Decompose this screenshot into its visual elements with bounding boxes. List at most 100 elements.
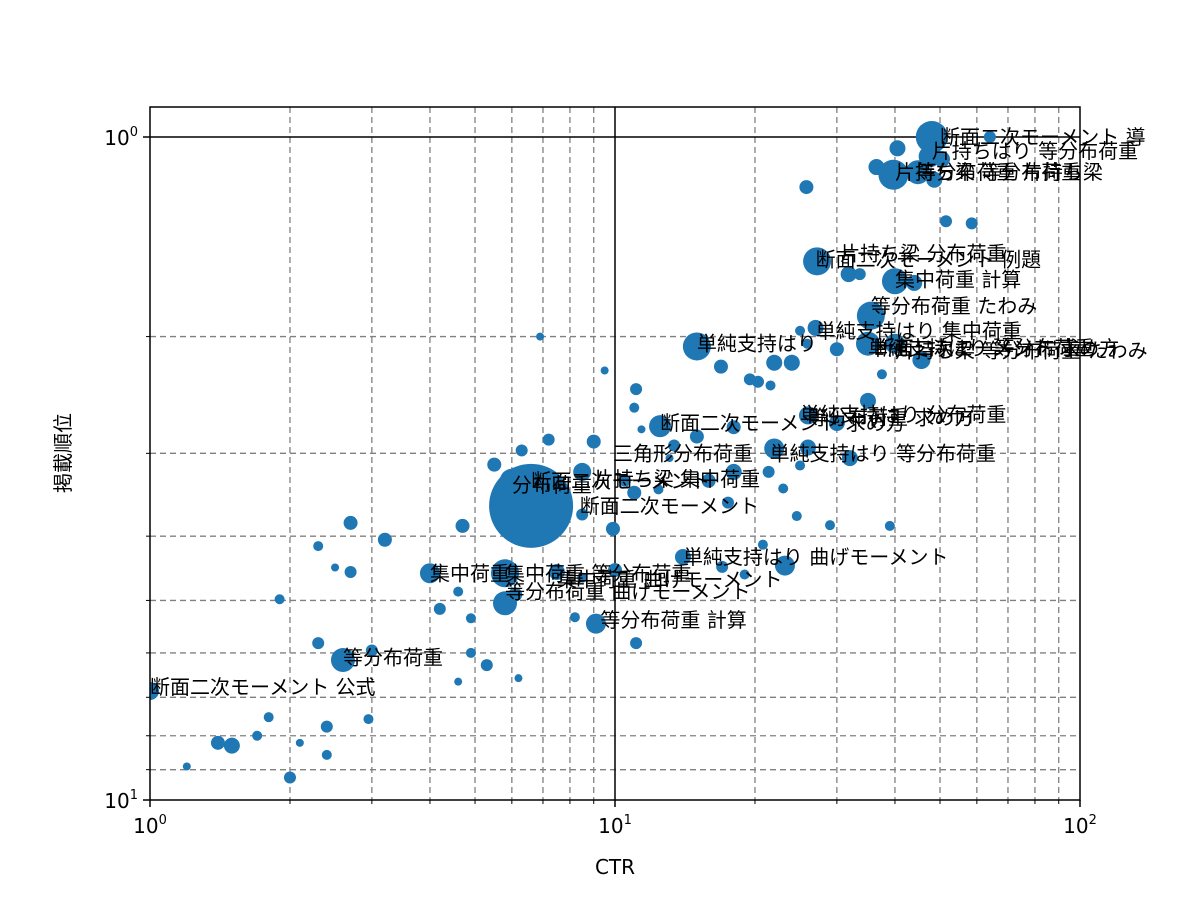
- data-point: [637, 425, 646, 434]
- data-point: [600, 366, 609, 375]
- data-point: [210, 735, 225, 750]
- data-point: [906, 274, 923, 291]
- data-point: [739, 569, 750, 580]
- data-point: [573, 462, 592, 481]
- data-point: [295, 738, 304, 747]
- data-point: [795, 460, 806, 471]
- point-annotation: 片持ち梁 等分布荷重 たわみ: [895, 339, 1148, 363]
- data-point: [876, 369, 887, 380]
- point-annotation: 単純支持はり 等分布荷重: [868, 336, 1094, 360]
- data-point: [881, 268, 908, 295]
- data-point: [934, 151, 951, 168]
- data-point: [252, 730, 263, 741]
- data-point: [912, 351, 931, 370]
- point-annotation: 断面二次モーメント: [531, 469, 710, 493]
- point-annotation: 集中荷重 等分布荷重: [505, 561, 691, 585]
- x-tick-labels: 100 101 102: [133, 813, 1097, 838]
- data-point: [765, 380, 776, 391]
- point-annotation: 単純支持はり 等分布荷重: [770, 441, 996, 465]
- data-point: [320, 720, 333, 733]
- data-point: [983, 131, 996, 143]
- data-point: [778, 483, 789, 494]
- data-point: [701, 473, 716, 488]
- point-annotation: 断面二次モーメント: [580, 494, 759, 518]
- data-point: [263, 712, 274, 723]
- data-point: [492, 591, 517, 616]
- data-point: [855, 331, 880, 356]
- data-point: [798, 406, 817, 425]
- data-point: [585, 613, 606, 634]
- data-point: [630, 637, 643, 650]
- data-point: [716, 560, 729, 573]
- data-point: [465, 647, 476, 658]
- data-point: [884, 520, 895, 531]
- data-point: [536, 332, 545, 341]
- data-point: [840, 266, 857, 283]
- data-point: [915, 121, 948, 153]
- data-point: [454, 677, 463, 686]
- point-annotation: 断面二次モーメント 導: [940, 125, 1146, 149]
- point-annotation: 単純支持はり 集中荷重: [816, 319, 1022, 343]
- point-annotation: 断面二次モーメント 求め方: [874, 336, 1120, 360]
- data-point: [783, 354, 800, 371]
- data-point: [762, 465, 775, 478]
- data-point: [365, 644, 378, 657]
- data-point: [630, 383, 643, 396]
- data-point: [859, 392, 876, 409]
- point-annotation: 等分布荷重: [343, 646, 443, 670]
- data-point: [926, 171, 943, 188]
- data-point: [330, 648, 355, 673]
- data-point: [807, 319, 824, 336]
- data-point: [576, 508, 589, 521]
- data-point: [878, 159, 909, 190]
- point-annotation: 片持ち梁 等分布荷重: [895, 160, 1081, 184]
- data-point: [856, 301, 885, 330]
- data-point: [665, 454, 674, 463]
- data-point: [774, 555, 795, 576]
- x-axis-label: CTR: [595, 855, 635, 879]
- point-annotation: 片持ちはり 等分布荷重: [932, 139, 1138, 163]
- point-annotation: 集中荷重 計算: [895, 267, 1021, 291]
- data-point: [515, 444, 528, 457]
- point-annotation: 等分布荷重 計算: [600, 608, 746, 632]
- data-point: [764, 438, 785, 459]
- axis-ticks: [143, 136, 1081, 807]
- point-annotation: 集中荷重 曲げモーメント: [557, 568, 783, 592]
- point-annotation: 断面二次モーメント 公式: [150, 675, 376, 699]
- data-point: [803, 247, 832, 276]
- data-point: [608, 563, 622, 578]
- data-point: [514, 674, 523, 683]
- point-annotation: 集中荷重: [430, 561, 510, 585]
- data-point: [548, 563, 565, 580]
- data-point: [791, 511, 802, 522]
- point-annotation: 断面二次モーメント 例題: [816, 247, 1042, 271]
- data-point: [577, 572, 588, 583]
- point-annotation: 単純支持はり 分布荷重: [800, 402, 1006, 426]
- data-point: [480, 659, 493, 672]
- data-point: [795, 325, 806, 336]
- data-point: [653, 484, 664, 495]
- data-point: [433, 602, 446, 615]
- data-point: [223, 737, 240, 754]
- data-point: [799, 439, 816, 456]
- point-annotation: 単純支持はり: [697, 332, 817, 356]
- data-point: [283, 771, 296, 784]
- data-point: [825, 520, 836, 531]
- data-point: [668, 439, 681, 452]
- point-annotation: 分布荷重: [512, 473, 592, 497]
- data-point: [725, 463, 742, 480]
- data-point: [722, 496, 735, 509]
- data-point: [343, 515, 358, 530]
- data-point: [487, 457, 502, 472]
- data-point: [455, 518, 470, 533]
- data-point: [751, 375, 764, 388]
- data-point: [828, 414, 845, 431]
- data-point: [627, 485, 642, 500]
- data-point: [465, 613, 476, 624]
- point-annotation: 断面二次モーメント 求め方: [660, 411, 906, 435]
- data-point: [649, 415, 672, 438]
- data-point: [689, 429, 704, 444]
- data-point: [713, 359, 728, 374]
